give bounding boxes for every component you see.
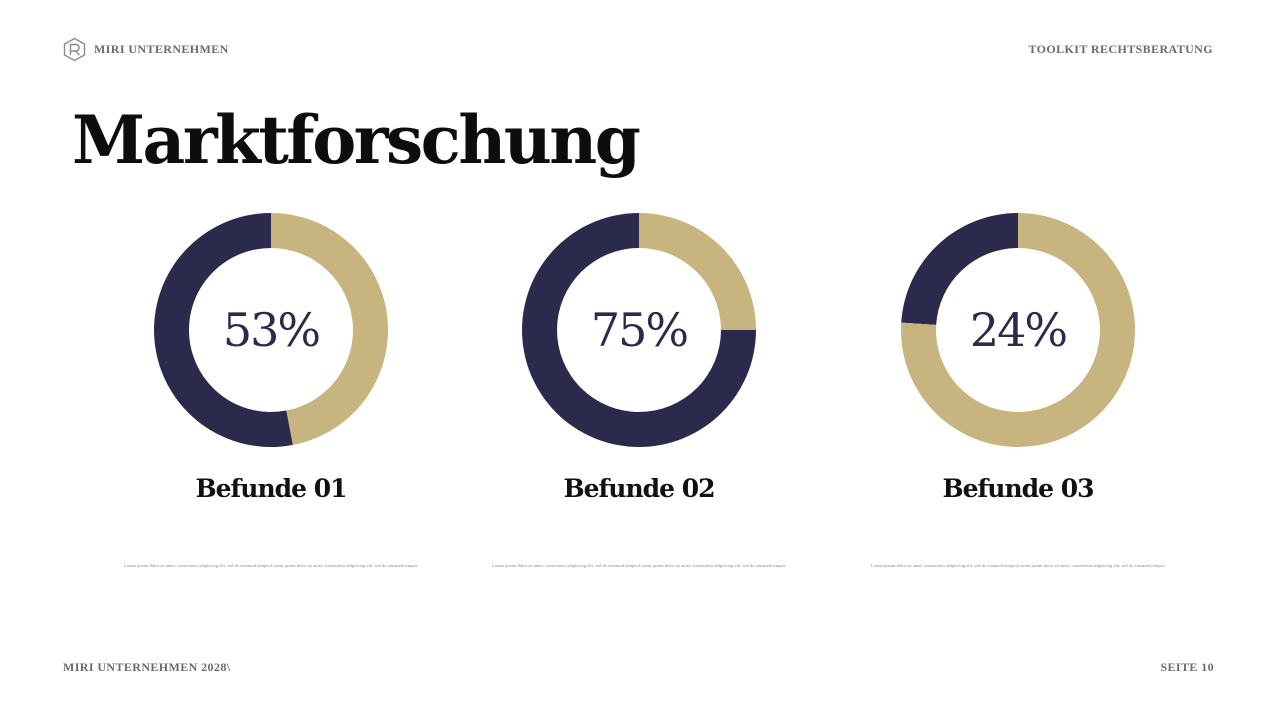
chart-3-value: 24%: [969, 303, 1068, 357]
chart-3-slice-accent: [901, 213, 1135, 447]
donut-chart-3: 24%: [898, 210, 1138, 450]
brand: MIRI UNTERNEHMEN: [63, 37, 229, 62]
donut-chart-2-svg: [522, 213, 756, 447]
chart-3-description: Lorem ipsum dolor sit amet, consectetur …: [870, 563, 1166, 568]
chart-1-slice-primary: [154, 213, 293, 447]
chart-2-description: Lorem ipsum dolor sit amet, consectetur …: [491, 563, 787, 568]
chart-2-slice-primary: [522, 213, 756, 447]
donut-chart-3-svg: [901, 213, 1135, 447]
chart-1-slice-accent: [271, 213, 389, 445]
chart-1-value: 53%: [222, 303, 321, 357]
section-label: TOOLKIT RECHTSBERATUNG: [1028, 42, 1213, 56]
chart-3-slice-primary: [901, 213, 1018, 325]
chart-3-label: Befunde 03: [942, 474, 1094, 503]
chart-1-description: Lorem ipsum dolor sit amet, consectetur …: [123, 563, 419, 568]
footer-company: MIRI UNTERNEHMEN 2028\: [63, 660, 231, 674]
chart-1-label: Befunde 01: [195, 474, 347, 503]
chart-2-slice-accent: [639, 213, 756, 330]
donut-chart-1-svg: [154, 213, 389, 447]
page-number: SEITE 10: [1160, 660, 1214, 674]
chart-2-value: 75%: [590, 303, 689, 357]
company-name: MIRI UNTERNEHMEN: [94, 42, 229, 56]
donut-chart-1: 53%: [151, 210, 391, 450]
company-logo-icon: [63, 37, 86, 62]
page-title: Marktforschung: [72, 101, 641, 179]
donut-chart-2: 75%: [519, 210, 759, 450]
chart-2-label: Befunde 02: [563, 474, 715, 503]
